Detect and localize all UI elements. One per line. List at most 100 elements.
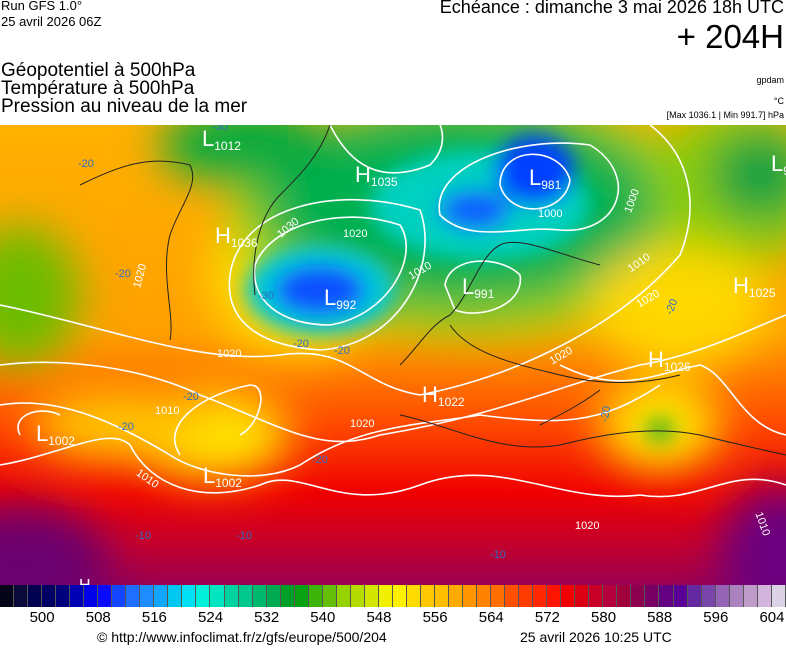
colorbar-swatch <box>547 585 562 607</box>
colorbar-swatch <box>715 585 730 607</box>
colorbar-tick-label: 508 <box>85 609 111 626</box>
colorbar-swatch <box>505 585 520 607</box>
temperature-label: -10 <box>490 549 506 561</box>
colorbar-swatch <box>701 585 716 607</box>
unit-geopotential: gpdam <box>756 75 784 85</box>
colorbar-swatch <box>0 585 15 607</box>
geopotential-field <box>0 125 786 585</box>
temperature-label: -20 <box>312 454 328 466</box>
colorbar-tick-label: 572 <box>534 609 560 626</box>
colorbar-swatch <box>14 585 29 607</box>
colorbar-swatch <box>589 585 604 607</box>
colorbar-swatch <box>519 585 534 607</box>
colorbar-swatch <box>308 585 323 607</box>
colorbar-swatch <box>406 585 421 607</box>
isobar-label: 1020 <box>343 228 368 240</box>
colorbar-swatch <box>70 585 85 607</box>
pressure-center-high: H1035 <box>355 162 398 190</box>
colorbar-swatch <box>364 585 379 607</box>
colorbar-tick-label: 580 <box>591 609 617 626</box>
colorbar-swatch <box>56 585 71 607</box>
map-titles: Géopotentiel à 500hPa Température à 500h… <box>1 60 248 117</box>
temperature-label: -10 <box>135 530 151 542</box>
colorbar-swatch <box>112 585 127 607</box>
colorbar-swatch <box>210 585 225 607</box>
temperature-label: -20 <box>334 345 350 357</box>
unit-temperature: °C <box>773 96 784 106</box>
colorbar-swatch <box>603 585 618 607</box>
colorbar-swatch <box>617 585 632 607</box>
generated-time: 25 avril 2026 10:25 UTC <box>520 629 672 645</box>
colorbar-swatch <box>196 585 211 607</box>
colorbar-swatch <box>687 585 702 607</box>
colorbar-swatch <box>252 585 267 607</box>
colorbar-swatch <box>84 585 99 607</box>
temperature-label: -20 <box>118 421 134 433</box>
colorbar-swatch <box>42 585 57 607</box>
pressure-center-high: H1026 <box>648 347 691 375</box>
pressure-center-low: L1002 <box>36 421 75 449</box>
colorbar-tick-label: 500 <box>29 609 55 626</box>
colorbar-swatch <box>140 585 155 607</box>
colorbar-swatch <box>378 585 393 607</box>
pressure-center-low: L991 <box>462 274 495 302</box>
colorbar-swatch <box>392 585 407 607</box>
coastlines <box>79 125 786 456</box>
temperature-label: -20 <box>78 158 94 170</box>
colorbar-swatch <box>659 585 674 607</box>
colorbar-tick-label: 540 <box>310 609 336 626</box>
colorbar-tick-label: 524 <box>198 609 224 626</box>
colorbar-swatch <box>336 585 351 607</box>
title-geopotential: Géopotentiel à 500hPa <box>1 60 196 81</box>
colorbar-swatch <box>280 585 295 607</box>
colorbar-tick-label: 556 <box>422 609 448 626</box>
temperature-label: -20 <box>293 338 309 350</box>
colorbar-swatch <box>182 585 197 607</box>
colorbar-swatch <box>350 585 365 607</box>
isobar-label: 1010 <box>155 405 180 417</box>
colorbar-swatch <box>561 585 576 607</box>
colorbar-tick-label: 604 <box>759 609 785 626</box>
weather-map: L1012 H1035 H1036 L992 L981 L991 L9 H102… <box>0 125 786 585</box>
pressure-center-high: H1022 <box>422 382 465 410</box>
colorbar-swatch <box>463 585 478 607</box>
colorbar-swatch <box>673 585 688 607</box>
temperature-label: -20 <box>183 391 199 403</box>
colorbar-tick-label: 588 <box>647 609 673 626</box>
colorbar-tick-label: 548 <box>366 609 392 626</box>
title-temperature: Température à 500hPa <box>1 78 195 99</box>
colorbar-swatch <box>266 585 281 607</box>
colorbar-swatch <box>126 585 141 607</box>
temperature-label: -20 <box>115 268 131 280</box>
isobar-label: 1020 <box>575 520 600 532</box>
pressure-center-low: L981 <box>529 165 562 193</box>
temperature-label: -30 <box>258 290 274 302</box>
lead-time: + 204H <box>676 18 784 55</box>
isobar-label: 1000 <box>538 208 563 220</box>
colorbar-swatch <box>645 585 660 607</box>
title-pressure: Pression au niveau de la mer <box>1 96 248 117</box>
colorbar-swatch <box>533 585 548 607</box>
colorbar-tick-label: 564 <box>478 609 504 626</box>
isobar-label: 1020 <box>217 348 242 360</box>
pressure-center-low: L1012 <box>202 126 241 154</box>
colorbar-swatch <box>631 585 646 607</box>
temperature-label: -10 <box>236 530 252 542</box>
colorbar-swatch <box>757 585 772 607</box>
isobar-label: 1020 <box>350 418 375 430</box>
colorbar-tick-label: 532 <box>254 609 280 626</box>
pressure-center-high: H <box>79 575 91 585</box>
colorbar-swatch <box>224 585 239 607</box>
colorbar-swatch <box>154 585 169 607</box>
colorbar-swatch <box>434 585 449 607</box>
colorbar-swatch <box>729 585 744 607</box>
colorbar-tick-label: 516 <box>141 609 167 626</box>
colorbar-swatch <box>28 585 43 607</box>
colorbar-swatch <box>743 585 758 607</box>
colorbar-swatch <box>238 585 253 607</box>
source-url: © http://www.infoclimat.fr/z/gfs/europe/… <box>97 629 387 645</box>
temperature-label: -30 <box>212 125 228 133</box>
pressure-extremes: [Max 1036.1 | Min 991.7] hPa <box>666 110 784 120</box>
colorbar-swatch <box>294 585 309 607</box>
run-date: 25 avril 2026 06Z <box>1 14 102 29</box>
